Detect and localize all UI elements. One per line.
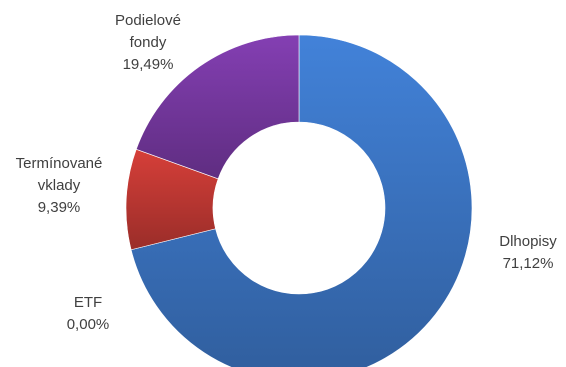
data-label-0: Dlhopisy 71,12% — [499, 233, 557, 272]
data-label-line: ETF — [74, 294, 102, 311]
data-label-line: Termínované — [16, 155, 103, 172]
data-label-3: Podielové fondy 19,49% — [115, 12, 181, 73]
data-label-line: 19,49% — [123, 56, 174, 73]
data-label-line: 0,00% — [67, 316, 110, 333]
data-label-1: ETF 0,00% — [67, 294, 110, 333]
slice-podielov-fondy — [135, 34, 300, 180]
labels-group: Dlhopisy 71,12% ETF 0,00% Termínované vklady 9… — [16, 12, 558, 333]
data-label-line: Dlhopisy — [499, 233, 557, 250]
data-label-line: 9,39% — [38, 199, 81, 216]
data-label-line: fondy — [130, 34, 167, 51]
data-label-line: 71,12% — [503, 255, 554, 272]
data-label-line: vklady — [38, 177, 81, 194]
slice-dhlopisy — [130, 34, 473, 367]
data-label-line: Podielové — [115, 12, 181, 29]
slices-group — [125, 34, 473, 367]
data-label-2: Termínované vklady 9,39% — [16, 155, 103, 216]
